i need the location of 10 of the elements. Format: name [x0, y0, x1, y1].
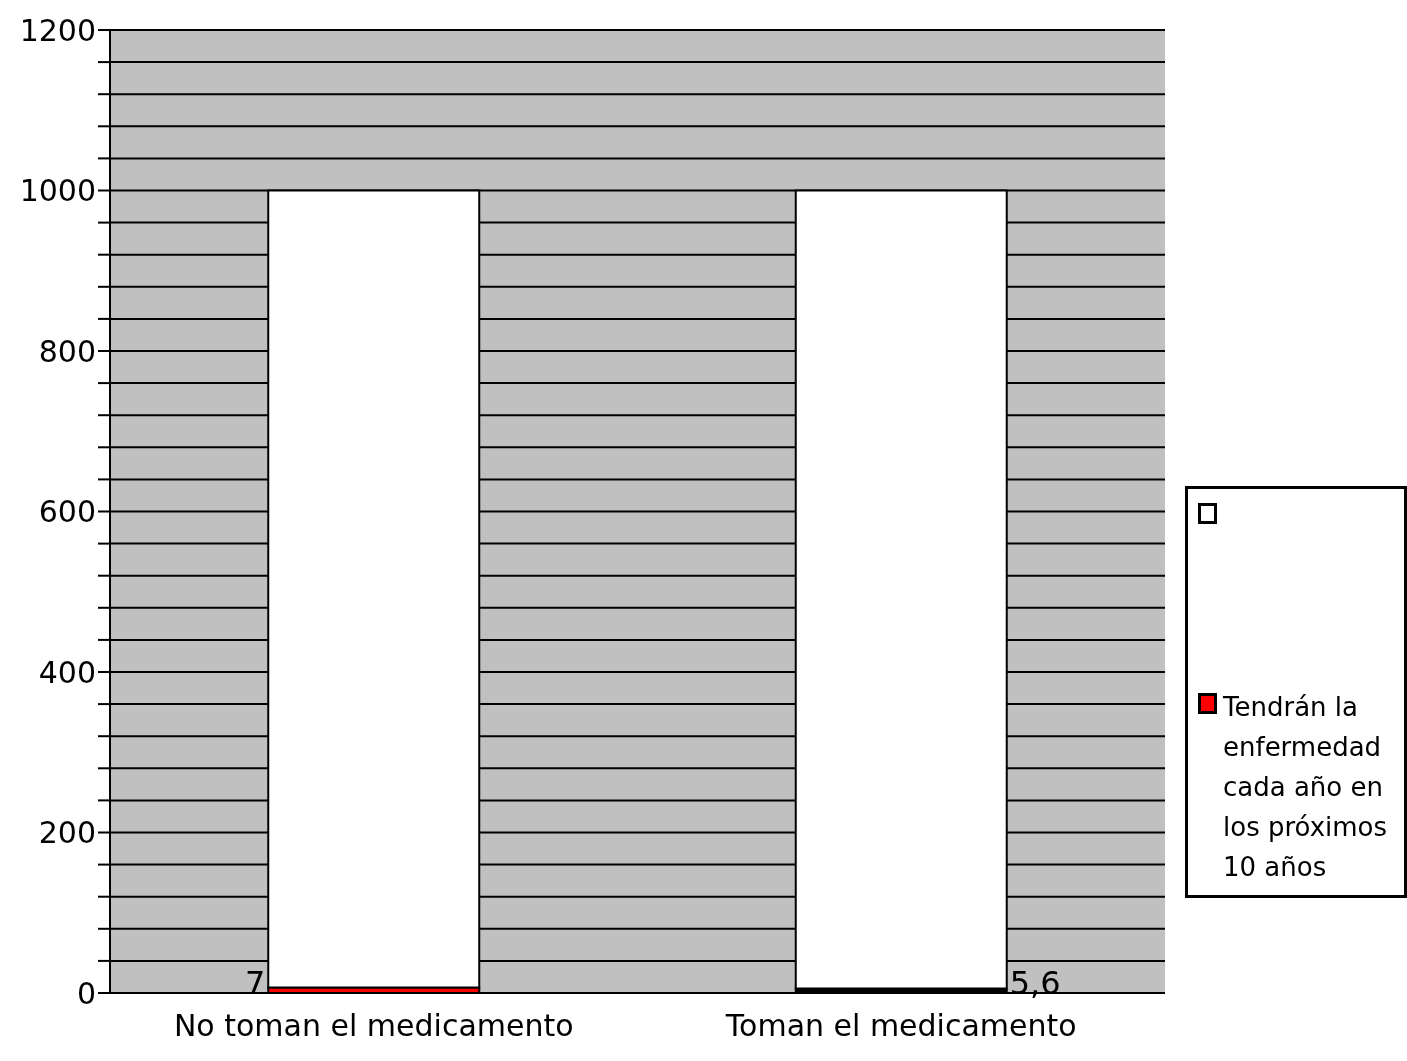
y-tick-label: 200 — [38, 815, 96, 851]
x-tick-label: No toman el medicamento — [173, 1008, 574, 1044]
y-tick-label: 1200 — [19, 12, 96, 48]
y-tick-label: 0 — [76, 975, 96, 1011]
x-tick-label: Toman el medicamento — [724, 1008, 1077, 1044]
y-tick-label: 600 — [38, 494, 96, 530]
y-tick-label: 400 — [38, 654, 96, 690]
y-tick-label: 800 — [38, 333, 96, 369]
y-tick-label: 1000 — [19, 173, 96, 209]
legend-label: Tendrán la enfermedad cada año en los próximos 10 años — [1223, 691, 1389, 884]
